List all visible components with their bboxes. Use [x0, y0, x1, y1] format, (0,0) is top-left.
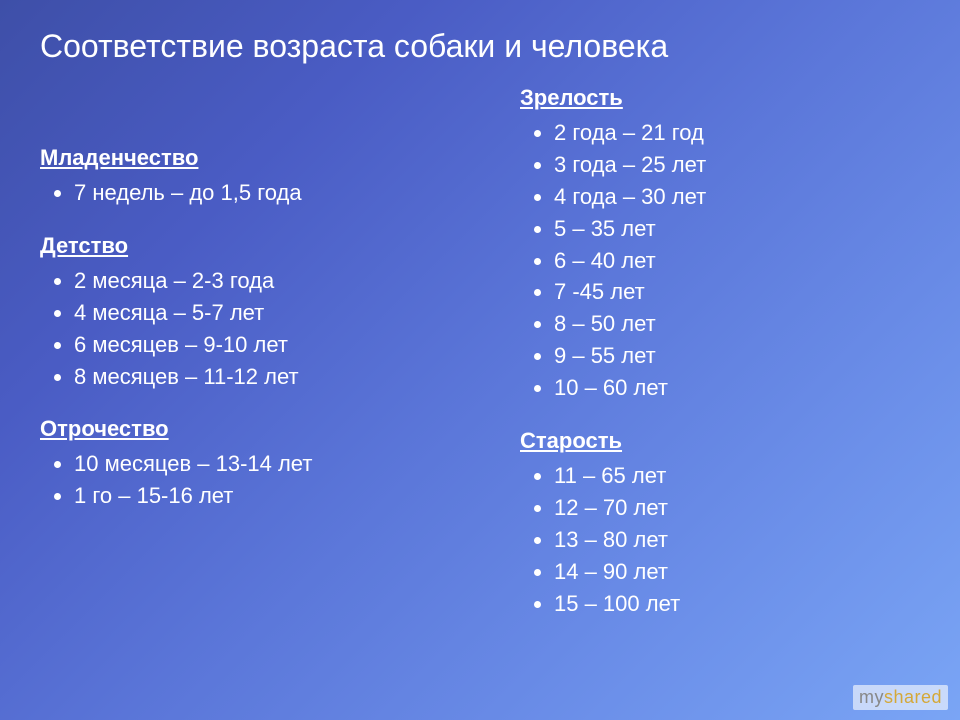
section-heading: Младенчество	[40, 145, 440, 171]
section-list: 2 месяца – 2-3 года4 месяца – 5-7 лет6 м…	[40, 265, 440, 393]
list-item: 14 – 90 лет	[554, 556, 920, 588]
list-item: 4 месяца – 5-7 лет	[74, 297, 440, 329]
list-item: 10 – 60 лет	[554, 372, 920, 404]
list-item: 11 – 65 лет	[554, 460, 920, 492]
section: Зрелость 2 года – 21 год3 года – 25 лет4 …	[520, 85, 920, 404]
watermark: myshared	[853, 685, 948, 710]
section-list: 10 месяцев – 13-14 лет1 го – 15-16 лет	[40, 448, 440, 512]
section-heading: Отрочество	[40, 416, 440, 442]
section-heading: Зрелость	[520, 85, 920, 111]
list-item: 2 года – 21 год	[554, 117, 920, 149]
watermark-shared: shared	[884, 687, 942, 707]
list-item: 9 – 55 лет	[554, 340, 920, 372]
section-list: 7 недель – до 1,5 года	[40, 177, 440, 209]
list-item: 5 – 35 лет	[554, 213, 920, 245]
slide-title: Соответствие возраста собаки и человека	[0, 0, 960, 85]
list-item: 10 месяцев – 13-14 лет	[74, 448, 440, 480]
list-item: 6 месяцев – 9-10 лет	[74, 329, 440, 361]
section: Отрочество 10 месяцев – 13-14 лет1 го – 1…	[40, 416, 440, 512]
section: Детство 2 месяца – 2-3 года4 месяца – 5-7…	[40, 233, 440, 393]
content-area: Младенчество 7 недель – до 1,5 года Детств…	[0, 85, 960, 643]
section: Младенчество 7 недель – до 1,5 года	[40, 145, 440, 209]
section-list: 2 года – 21 год3 года – 25 лет4 года – 3…	[520, 117, 920, 404]
left-column: Младенчество 7 недель – до 1,5 года Детств…	[40, 85, 440, 643]
list-item: 8 – 50 лет	[554, 308, 920, 340]
right-column: Зрелость 2 года – 21 год3 года – 25 лет4 …	[520, 85, 920, 643]
section: Старость 11 – 65 лет12 – 70 лет13 – 80 ле…	[520, 428, 920, 619]
list-item: 12 – 70 лет	[554, 492, 920, 524]
list-item: 3 года – 25 лет	[554, 149, 920, 181]
list-item: 15 – 100 лет	[554, 588, 920, 620]
watermark-my: my	[859, 687, 884, 707]
list-item: 7 -45 лет	[554, 276, 920, 308]
list-item: 2 месяца – 2-3 года	[74, 265, 440, 297]
section-list: 11 – 65 лет12 – 70 лет13 – 80 лет14 – 90…	[520, 460, 920, 619]
list-item: 13 – 80 лет	[554, 524, 920, 556]
section-heading: Детство	[40, 233, 440, 259]
list-item: 6 – 40 лет	[554, 245, 920, 277]
list-item: 7 недель – до 1,5 года	[74, 177, 440, 209]
list-item: 8 месяцев – 11-12 лет	[74, 361, 440, 393]
section-heading: Старость	[520, 428, 920, 454]
list-item: 1 го – 15-16 лет	[74, 480, 440, 512]
list-item: 4 года – 30 лет	[554, 181, 920, 213]
